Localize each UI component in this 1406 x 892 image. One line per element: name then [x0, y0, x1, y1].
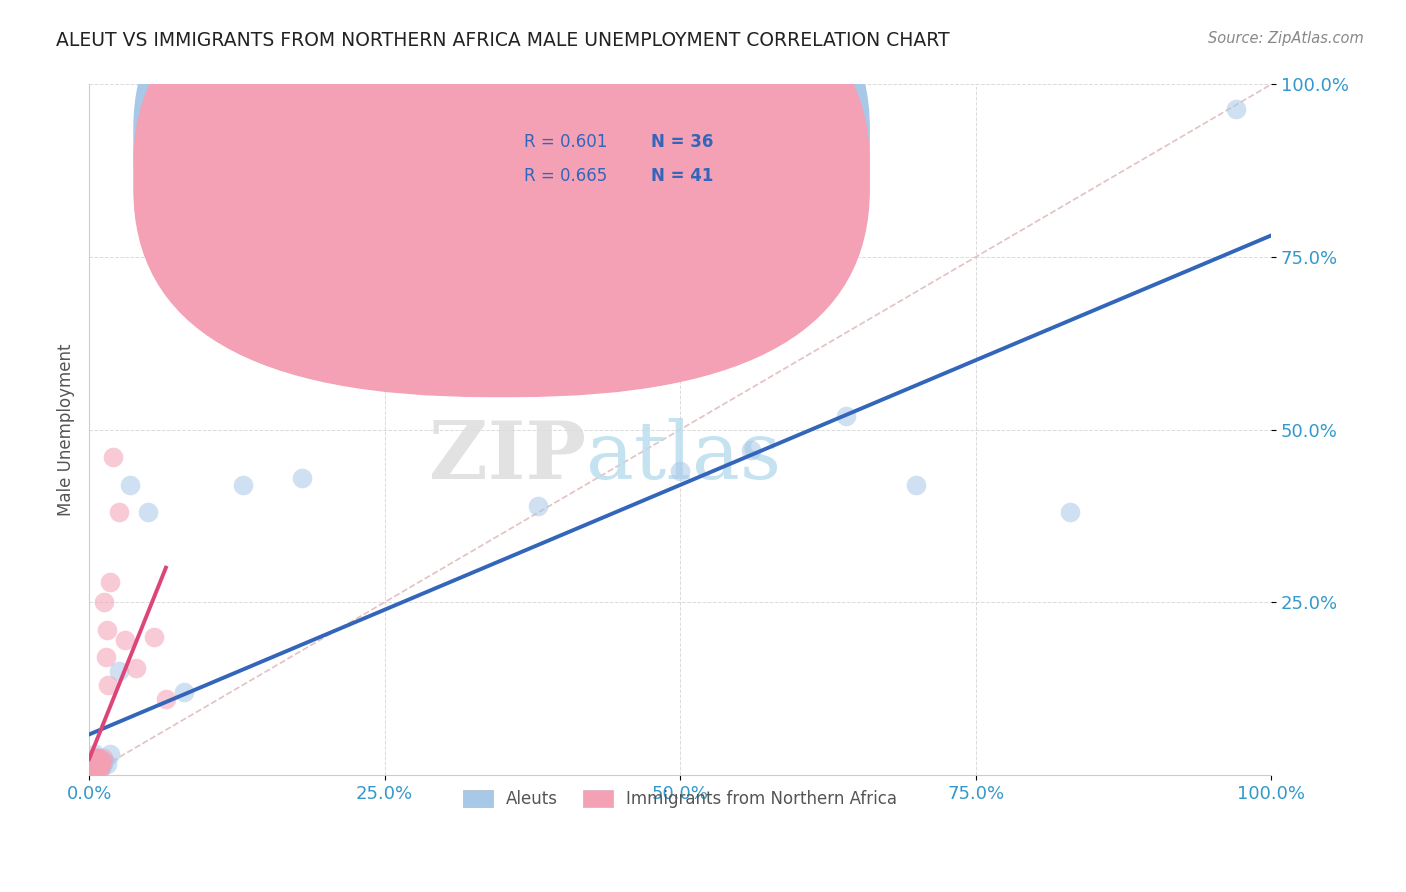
Point: [83, 750, 105, 764]
Point: [98, 574, 121, 589]
Point: [83, 750, 105, 764]
Point: [82, 757, 104, 772]
Point: [84, 757, 107, 772]
Point: [90, 754, 112, 768]
Point: [84, 750, 107, 764]
Point: [84, 761, 107, 775]
Point: [86, 754, 108, 768]
Text: R = 0.601: R = 0.601: [524, 133, 607, 151]
Y-axis label: Male Unemployment: Male Unemployment: [58, 343, 75, 516]
Point: [136, 506, 159, 520]
Point: [83, 757, 105, 772]
FancyBboxPatch shape: [134, 0, 869, 396]
Point: [91, 757, 114, 772]
Point: [93, 595, 115, 609]
Point: [93, 754, 115, 768]
Point: [87, 757, 110, 772]
Point: [83, 757, 105, 772]
Text: Source: ZipAtlas.com: Source: ZipAtlas.com: [1208, 31, 1364, 46]
Point: [84, 761, 107, 775]
Point: [96, 757, 118, 772]
Point: [143, 630, 166, 644]
FancyBboxPatch shape: [134, 0, 869, 362]
Point: [82, 754, 104, 768]
Point: [89, 761, 111, 775]
Point: [84, 750, 107, 764]
Point: [89, 757, 111, 772]
Point: [740, 443, 762, 458]
Point: [89, 757, 111, 772]
Point: [82, 754, 104, 768]
Point: [91, 750, 114, 764]
Point: [84, 761, 107, 775]
Point: [96, 623, 118, 637]
Point: [83, 754, 105, 768]
Point: [86, 761, 108, 775]
Point: [97, 678, 120, 692]
Point: [291, 471, 314, 485]
Point: [905, 478, 928, 492]
Point: [94, 650, 117, 665]
Point: [114, 633, 136, 648]
Point: [107, 506, 129, 520]
Text: R = 0.665: R = 0.665: [524, 168, 607, 186]
Point: [84, 757, 107, 772]
Point: [86, 750, 108, 764]
Point: [84, 754, 107, 768]
Point: [84, 754, 107, 768]
Point: [84, 747, 107, 761]
Point: [91, 754, 114, 768]
Point: [1059, 506, 1081, 520]
Point: [82, 761, 104, 775]
Point: [125, 661, 148, 675]
Text: N = 41: N = 41: [651, 168, 713, 186]
Point: [89, 761, 111, 775]
Point: [90, 754, 112, 768]
Point: [80, 761, 103, 775]
FancyBboxPatch shape: [467, 112, 740, 205]
Text: N = 36: N = 36: [651, 133, 713, 151]
Point: [87, 754, 110, 768]
Point: [173, 685, 195, 699]
Point: [86, 761, 108, 775]
Point: [87, 761, 110, 775]
Point: [107, 665, 129, 679]
Point: [669, 464, 692, 478]
Point: [98, 747, 121, 761]
Point: [87, 750, 110, 764]
Text: atlas: atlas: [585, 418, 780, 496]
Point: [82, 761, 104, 775]
Point: [86, 757, 108, 772]
Text: ZIP: ZIP: [429, 418, 585, 496]
Point: [90, 757, 112, 772]
Point: [83, 761, 105, 775]
Text: ALEUT VS IMMIGRANTS FROM NORTHERN AFRICA MALE UNEMPLOYMENT CORRELATION CHART: ALEUT VS IMMIGRANTS FROM NORTHERN AFRICA…: [56, 31, 950, 50]
Point: [80, 754, 103, 768]
Point: [527, 499, 550, 513]
Point: [155, 691, 177, 706]
Point: [91, 757, 114, 772]
Point: [86, 750, 108, 764]
Point: [1225, 102, 1247, 116]
Point: [84, 754, 107, 768]
Point: [101, 450, 124, 465]
Point: [834, 409, 856, 423]
Point: [232, 478, 254, 492]
Point: [84, 757, 107, 772]
Legend: Aleuts, Immigrants from Northern Africa: Aleuts, Immigrants from Northern Africa: [456, 783, 904, 814]
Point: [120, 478, 142, 492]
Point: [87, 757, 110, 772]
Point: [90, 761, 112, 775]
Point: [84, 754, 107, 768]
Point: [80, 757, 103, 772]
